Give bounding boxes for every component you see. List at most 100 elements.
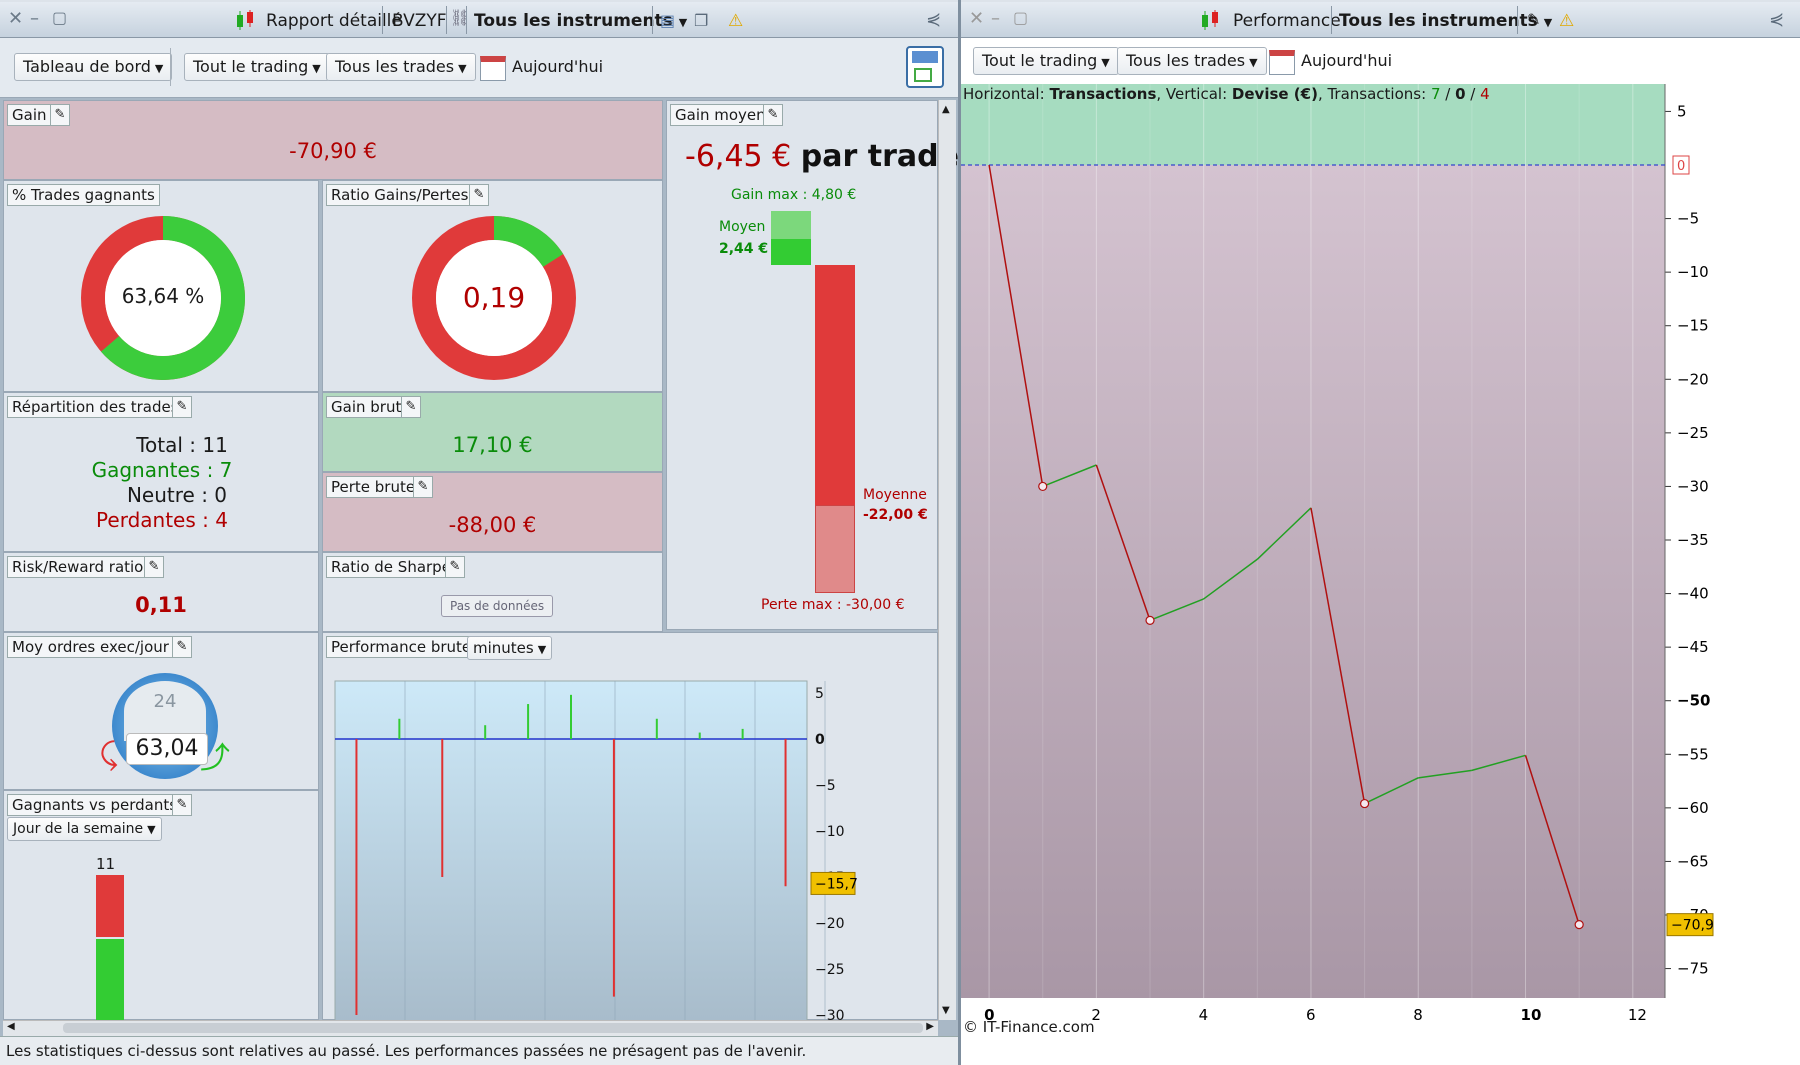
wrench-icon[interactable]: ✎ [401, 396, 421, 418]
wrench-icon[interactable]: ✎ [50, 104, 70, 126]
line-segment [1256, 507, 1312, 560]
wrench-icon[interactable]: ✎ [1527, 10, 1541, 29]
donut-win-segment [101, 216, 245, 380]
wrench-icon[interactable]: ✎ [144, 556, 164, 578]
wrench-icon[interactable]: ✎ [445, 556, 465, 578]
data-point [1359, 798, 1370, 809]
perf-brute-chart: 50−5−10−15−20−25−30−15,7 [334, 680, 858, 1021]
panel-title: Gain [7, 104, 52, 126]
ratio-value: 0,19 [462, 281, 526, 314]
wrench-icon[interactable]: ✎ [413, 476, 433, 498]
y-tick-label: −20 [815, 916, 845, 932]
donut-center [436, 240, 552, 356]
donut-win-segment [493, 216, 564, 268]
moyenne-label: Moyenne [863, 487, 927, 503]
y-tick-label: −75 [1677, 960, 1709, 978]
y-tick-label: −10 [1677, 263, 1709, 281]
window-title: Performance [1233, 11, 1341, 31]
share-icon[interactable]: ⋞ [1769, 9, 1785, 30]
line-segment [1149, 598, 1204, 622]
chart-icon[interactable]: ▤ [660, 11, 676, 30]
risk-reward-value: 0,11 [135, 593, 187, 617]
losing-bar [96, 875, 124, 937]
line-segment [1203, 558, 1258, 600]
performance-line-chart: 0 2 4 6 8 10 12 5 −5 −10 −15 −20 −25 −30 −35 −40 −45 −50 −… [961, 84, 1714, 1024]
sharpe-panel: Ratio de Sharpe ✎ Pas de données [322, 552, 663, 632]
line-segment [1471, 754, 1526, 772]
line-segment [1364, 777, 1419, 805]
x-tick-label: 0 [984, 1006, 994, 1024]
horizontal-scrollbar[interactable]: ◀ ▶ [3, 1020, 938, 1036]
y-tick-label: −40 [1677, 585, 1709, 603]
close-icon[interactable]: ✕ [969, 8, 985, 29]
win-rate-value: 63,64 % [121, 284, 205, 308]
calendar-icon[interactable] [1269, 50, 1295, 75]
x-tick-label: 4 [1199, 1006, 1209, 1024]
no-data-button[interactable]: Pas de données [441, 595, 554, 617]
minutes-dropdown[interactable]: minutes ▼ [467, 636, 553, 660]
calendar-icon[interactable] [480, 56, 506, 81]
maximize-icon[interactable]: ▢ [52, 8, 68, 27]
y-tick-label: −25 [1677, 424, 1709, 442]
dashboard-dropdown[interactable]: Tableau de bord ▼ [14, 53, 173, 81]
minimize-icon[interactable]: – [991, 8, 1000, 29]
data-point [1574, 920, 1584, 930]
x-tick-label: 12 [1628, 1006, 1647, 1024]
wrench-icon[interactable]: ✎ [469, 184, 489, 206]
y-tick-label: −50 [1677, 692, 1710, 710]
y-tick-label: −55 [1677, 745, 1709, 763]
warning-icon[interactable]: ⚠ [728, 11, 744, 31]
pct-gagnants-panel: % Trades gagnants 63,64 % [3, 180, 319, 392]
trades-dropdown[interactable]: Tous les trades ▼ [1117, 47, 1267, 75]
last-value-label: −15,7 [815, 876, 858, 892]
minimize-icon[interactable]: – [30, 8, 39, 29]
moyenne-value: -22,00 € [863, 507, 928, 523]
date-label[interactable]: Aujourd'hui [1301, 51, 1393, 70]
winning-trades: Gagnantes : 7 [91, 458, 233, 482]
copyright-label: © IT-Finance.com [963, 1018, 1095, 1036]
zero-label: 0 [1677, 159, 1685, 174]
date-label[interactable]: Aujourd'hui [512, 57, 604, 76]
data-point [1145, 615, 1155, 625]
y-tick-label: −65 [1677, 852, 1709, 870]
trades-dropdown[interactable]: Tous les trades ▼ [326, 53, 476, 81]
copy-icon[interactable]: ❐ [694, 11, 709, 30]
perte-brute-panel: Perte brute ✎ -88,00 € [322, 472, 663, 552]
vertical-scrollbar[interactable]: ▲ ▼ [938, 100, 956, 1020]
y-tick-label: −25 [815, 962, 845, 978]
gain-moyen-panel: Gain moyen ✎ -6,45 € par trade Gain max … [666, 100, 959, 630]
warning-icon[interactable]: ⚠ [1559, 11, 1575, 31]
losing-trades: Perdantes : 4 [96, 508, 228, 532]
moy-ordres-panel: Moy ordres exec/jour ✎ 24 ⤹ ⤴ 63,04 [3, 632, 319, 790]
gain-brut-value: 17,10 € [452, 433, 533, 457]
winning-bar [96, 939, 124, 1021]
maximize-icon[interactable]: ▢ [1013, 8, 1029, 27]
last-value-label: −70,9 [1671, 918, 1714, 934]
win-rate-donut [81, 216, 245, 380]
wrench-icon[interactable]: ✎ [763, 104, 783, 126]
weekday-dropdown[interactable]: Jour de la semaine ▼ [7, 817, 162, 841]
dashboard-settings-icon[interactable] [906, 46, 944, 88]
panel-title: Perte brute [326, 476, 421, 498]
panel-title: Ratio de Sharpe [326, 556, 456, 578]
wrench-icon[interactable]: ✎ [172, 636, 192, 658]
risk-reward-panel: Risk/Reward ratio ✎ 0,11 [3, 552, 319, 632]
wrench-icon[interactable]: ✎ [172, 794, 192, 816]
instruments-dropdown[interactable]: Tous les instruments ▼ [474, 11, 688, 31]
ticker-label[interactable]: BVZYF [392, 11, 447, 31]
panel-title: Performance brute [326, 636, 477, 658]
close-icon[interactable]: ✕ [8, 8, 24, 29]
y-tick-label: −20 [1677, 370, 1709, 388]
panel-title: Répartition des trades [7, 396, 184, 418]
link-icon[interactable]: ⛓ [450, 8, 471, 27]
x-tick-label: 2 [1091, 1006, 1101, 1024]
panel-title: Ratio Gains/Pertes [326, 184, 474, 206]
trading-dropdown[interactable]: Tout le trading ▼ [973, 47, 1119, 75]
trading-dropdown[interactable]: Tout le trading ▼ [184, 53, 330, 81]
y-tick-label: 5 [1677, 102, 1687, 120]
gain-brut-panel: Gain brut ✎ 17,10 € [322, 392, 663, 472]
last-value-badge [810, 871, 856, 895]
share-icon[interactable]: ⋞ [926, 9, 942, 30]
instruments-dropdown[interactable]: Tous les instruments ▼ [1339, 11, 1553, 31]
wrench-icon[interactable]: ✎ [172, 396, 192, 418]
